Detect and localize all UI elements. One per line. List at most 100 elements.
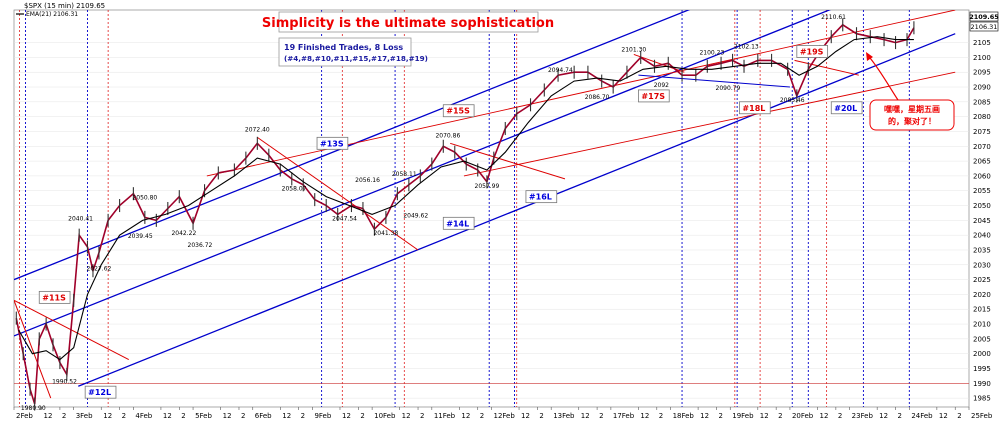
y-tick-label: 2020	[973, 291, 991, 299]
x-tick-label: 17Feb	[613, 412, 635, 420]
x-tick-label: 12	[282, 412, 291, 420]
x-tick-label: 25Feb	[971, 412, 993, 420]
y-tick-label: 1995	[973, 365, 991, 373]
y-tick-label: 2075	[973, 128, 991, 136]
trade-tag-box	[638, 89, 670, 103]
x-tick-label: 2	[718, 412, 722, 420]
x-tick-label: 2	[360, 412, 364, 420]
y-tick-label: 2105	[973, 39, 991, 47]
x-tick-label: 9Feb	[314, 412, 331, 420]
y-tick-label: 2005	[973, 335, 991, 343]
price-label: 2085.46	[780, 97, 805, 104]
x-tick-label: 12	[879, 412, 888, 420]
last-price-value: 2109.65	[969, 13, 999, 21]
chart-title: Simplicity is the ultimate sophisticatio…	[262, 16, 554, 31]
summary-box	[278, 37, 412, 67]
price-label: 2039.45	[128, 233, 153, 240]
x-tick-label: 2	[599, 412, 603, 420]
x-tick-label: 2	[181, 412, 185, 420]
note-arrow	[869, 57, 899, 101]
y-tick-label: 2015	[973, 306, 991, 314]
trade-tag-label: #12L	[88, 388, 111, 397]
y-tick-label: 2050	[973, 202, 991, 210]
y-tick-label: 2100	[973, 54, 991, 62]
x-tick-label: 2	[539, 412, 543, 420]
y-tick-label: 2045	[973, 217, 991, 225]
y-tick-label: 1990	[973, 380, 991, 388]
trade-tag-box	[442, 216, 475, 230]
plot-frame	[13, 9, 970, 408]
x-tick-label: 2	[838, 412, 842, 420]
x-tick-label: 12	[223, 412, 232, 420]
trade-tag-label: #16L	[529, 193, 552, 202]
x-tick-label: 18Feb	[673, 412, 695, 420]
symbol-label: $SPX (15 min) 2109.65	[24, 2, 105, 10]
x-tick-label: 12	[163, 412, 172, 420]
x-tick-label: 2	[420, 412, 424, 420]
price-label: 2072.40	[245, 126, 270, 133]
trend-line	[450, 142, 566, 180]
trade-tag-label: #14L	[446, 219, 469, 228]
price-label: 2041.38	[373, 230, 398, 237]
price-label: 2110.61	[821, 14, 846, 21]
price-label: 2047.54	[332, 215, 357, 222]
x-tick-label: 12	[44, 412, 53, 420]
x-tick-label: 20Feb	[792, 412, 814, 420]
price-label: 1980.90	[21, 405, 46, 412]
note-box	[869, 99, 955, 131]
last-ema-value: 2106.31	[971, 23, 998, 31]
last-ema-tag	[969, 21, 999, 32]
trade-tag-box	[38, 290, 71, 304]
y-tick-label: 2080	[973, 113, 991, 121]
price-label: 2102.13	[734, 44, 759, 51]
trade-tag-label: #20L	[834, 104, 857, 113]
x-tick-label: 2	[241, 412, 245, 420]
note-line-2: 的，聚对了！	[888, 116, 936, 126]
x-tick-label: 4Feb	[135, 412, 152, 420]
x-tick-label: 2	[301, 412, 305, 420]
x-tick-label: 6Feb	[255, 412, 272, 420]
price-label: 2040.41	[68, 215, 93, 222]
x-tick-label: 10Feb	[374, 412, 396, 420]
y-tick-label: 1985	[973, 395, 991, 403]
x-tick-label: 2	[957, 412, 961, 420]
x-tick-label: 2	[778, 412, 782, 420]
price-label: 2056.16	[355, 177, 380, 184]
y-tick-label: 2060	[973, 172, 991, 180]
ema-label: EMA(21) 2106.31	[26, 11, 78, 18]
last-price-tag	[969, 11, 999, 22]
price-label: 2036.72	[188, 242, 213, 249]
x-tick-label: 11Feb	[434, 412, 456, 420]
y-tick-label: 2000	[973, 350, 991, 358]
x-tick-label: 12	[760, 412, 769, 420]
trend-line	[638, 74, 790, 88]
summary-line-1: 19 Finished Trades, 8 Loss	[284, 43, 403, 52]
x-tick-label: 12	[103, 412, 112, 420]
x-tick-label: 2	[898, 412, 902, 420]
price-label: 2094.74	[548, 67, 573, 74]
price-label: 2058.11	[392, 171, 417, 178]
x-tick-label: 12	[581, 412, 590, 420]
x-tick-label: 12	[342, 412, 351, 420]
y-tick-label: 2055	[973, 187, 991, 195]
price-label: 2101.30	[621, 46, 646, 53]
price-label: 2057.99	[475, 183, 500, 190]
price-label: 2058.07	[282, 186, 307, 193]
price-label: 2090.79	[716, 85, 741, 92]
price-label: 2027.62	[87, 266, 112, 273]
x-tick-label: 19Feb	[732, 412, 754, 420]
price-label: 1990.52	[52, 378, 77, 385]
trade-tag-label: #18L	[742, 104, 765, 113]
trend-line	[794, 59, 859, 76]
x-tick-label: 12	[700, 412, 709, 420]
trade-tag-label: #11S	[42, 293, 66, 302]
price-label: 2049.62	[403, 212, 428, 219]
y-tick-label: 2070	[973, 143, 991, 151]
x-tick-label: 12	[939, 412, 948, 420]
note-line-1: 嘿嘿，星期五画	[884, 104, 940, 114]
price-label: 2050.80	[132, 195, 157, 202]
trade-tag-label: #13S	[320, 139, 344, 148]
trade-tag-label: #19S	[800, 47, 824, 56]
x-tick-label: 2	[480, 412, 484, 420]
